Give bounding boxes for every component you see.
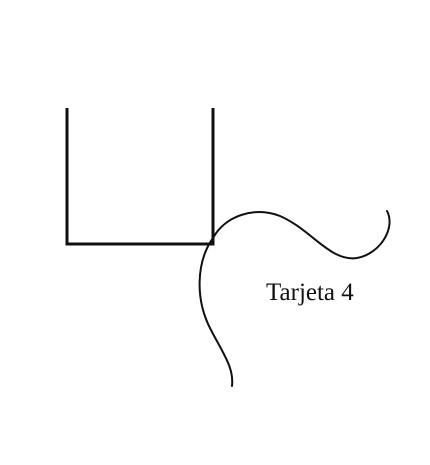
open-box-shape — [65, 108, 215, 246]
card-label: Tarjeta 4 — [266, 279, 354, 306]
wavy-string-curve — [198, 210, 391, 387]
